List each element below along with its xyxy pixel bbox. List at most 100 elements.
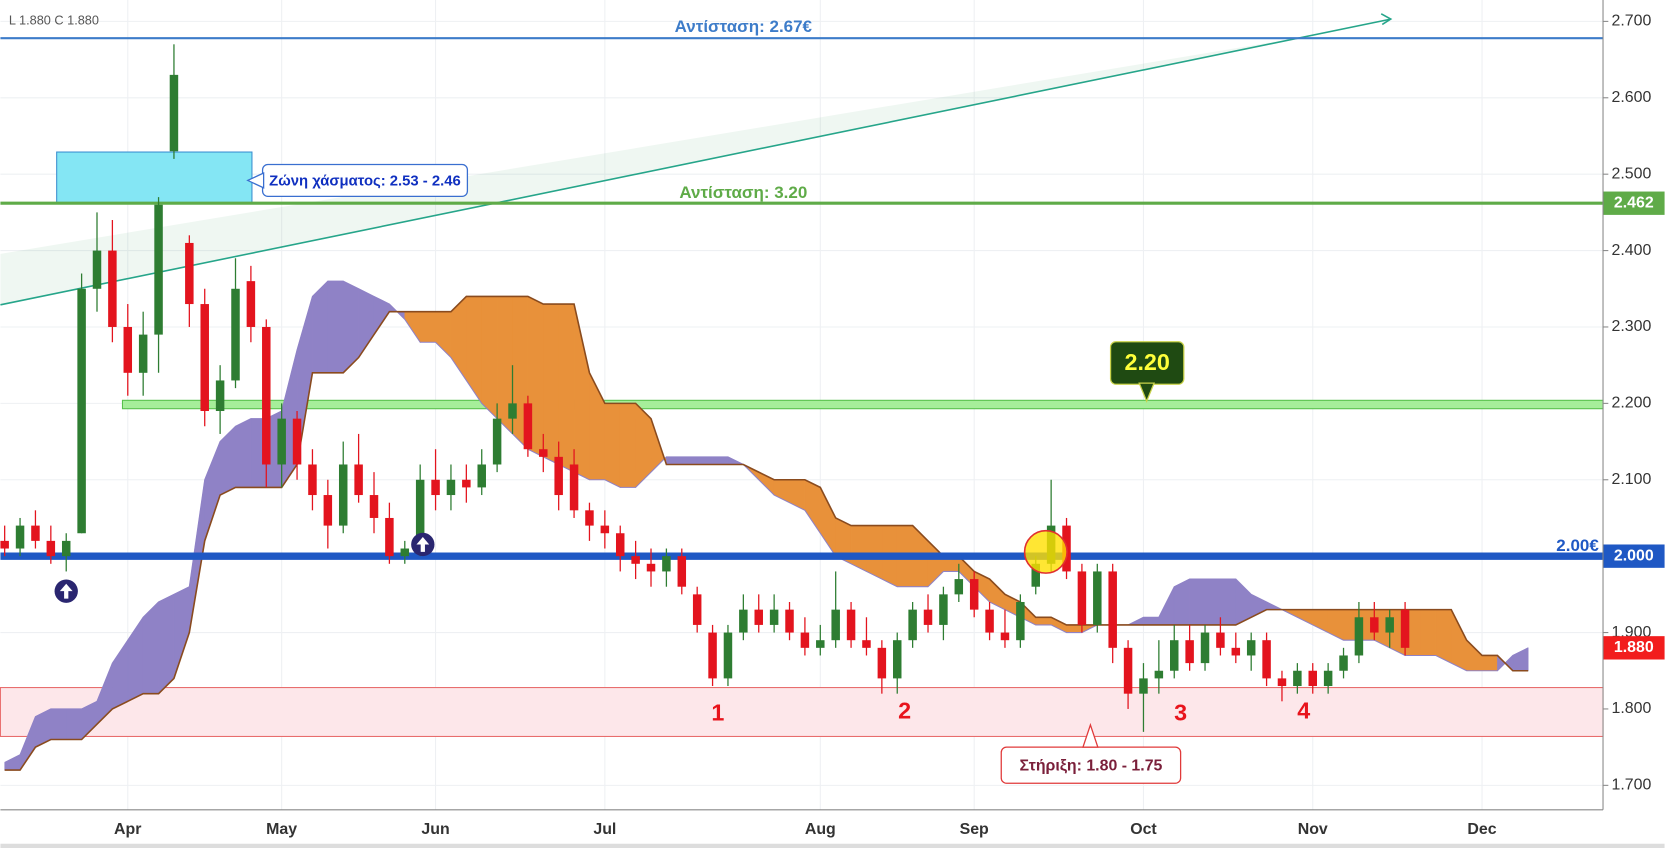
cloud-fill [1420,609,1437,656]
candle-body [1170,640,1179,671]
y-tick-label: 2.600 [1612,89,1652,106]
candle-body [246,281,256,327]
candle-body [1216,632,1225,648]
zone [0,687,1604,737]
cloud-span-line [4,280,1529,763]
candle-body [1385,617,1394,633]
candle-body [615,533,625,557]
last-price-tag [1603,636,1665,660]
candle-body [523,403,533,450]
candle-body [723,632,733,679]
x-tick-label: Sep [960,821,989,838]
callout-pointer [1138,382,1156,403]
candle-body [708,632,717,679]
candle-body [600,525,610,534]
x-tick-label: Jun [421,821,449,838]
bottom-bar [0,843,1665,848]
last-price-label: 1.880 [1614,639,1654,656]
candle-body [1323,670,1333,687]
candle-body [1246,640,1256,656]
cloud-fill [712,456,729,465]
price-tag [1603,544,1665,568]
cloud-fill [327,280,344,374]
candle-body [677,556,687,587]
swing-label: 2 [898,697,911,723]
candle-body [400,548,410,557]
candle-body [939,594,948,625]
candle-body [123,326,133,373]
candle-body [185,242,194,305]
candle-body [492,418,502,465]
candle-body [446,479,456,496]
cloud-fill [1066,624,1083,633]
candle-body [985,609,994,633]
cloud-fill [543,303,559,465]
cloud-fill [1481,655,1498,672]
up-arrow-marker [54,579,78,603]
cloud-fill [696,456,713,465]
cloud-fill [1189,578,1206,626]
y-tick-label: 2.200 [1612,395,1652,412]
callout-pointer [246,171,265,189]
candle-body [108,250,117,327]
trend-arrow [1380,13,1393,26]
cloud-fill [1204,578,1221,626]
candle-body [585,510,594,526]
candle-body [1077,571,1087,625]
cloud-fill [558,303,575,473]
candle-body [908,609,917,641]
candle-body [308,464,317,496]
candle-body [508,403,517,419]
candle-body [369,495,379,518]
candle-body [739,609,748,633]
cloud-fill [235,418,252,488]
x-tick-label: Nov [1298,821,1328,838]
candle-body [1293,670,1302,687]
ohlc-header: L 1.880 C 1.880 [9,13,99,28]
cloud-fill [681,456,698,465]
level-label: 2.00€ [1556,536,1599,555]
candle-body [785,609,794,633]
price-tag-label: 2.000 [1614,547,1654,564]
candle-body [215,380,225,412]
zone [121,399,1604,410]
candle-body [969,579,979,610]
candle-body [431,479,440,496]
cloud-fill [866,525,883,580]
candle-body [338,464,348,526]
candle-body [462,479,471,488]
candle-body [61,540,71,557]
cloud-fill [619,403,636,488]
candle-body [569,464,579,511]
cloud-fill [666,456,683,465]
candle-body [539,449,548,457]
candle-body [154,204,163,335]
candle-body [800,632,810,648]
swing-label: 3 [1174,699,1187,725]
candle-body [1231,647,1241,656]
highlight-circle [1023,529,1068,574]
callout-label: Στήριξη: 1.80 - 1.75 [1019,757,1162,774]
candle-body [692,594,702,625]
candle-body [1370,617,1379,633]
candle-body [1000,632,1010,641]
callout-pointer [1082,722,1099,748]
candle-body [1154,670,1164,679]
candle-body [1354,617,1364,656]
candle-body [816,640,825,648]
y-tick-label: 2.300 [1612,318,1652,335]
cloud-fill [1035,617,1052,626]
price-tag [1603,191,1665,215]
candle-body [292,418,302,465]
candle-body [92,250,102,289]
candle-body [877,647,887,679]
candle-body [385,517,394,557]
swing-label: 1 [711,699,724,725]
candle-body [769,609,779,625]
candle-body [954,579,964,595]
candle-body [15,525,25,549]
price-tag-label: 2.462 [1614,194,1654,211]
